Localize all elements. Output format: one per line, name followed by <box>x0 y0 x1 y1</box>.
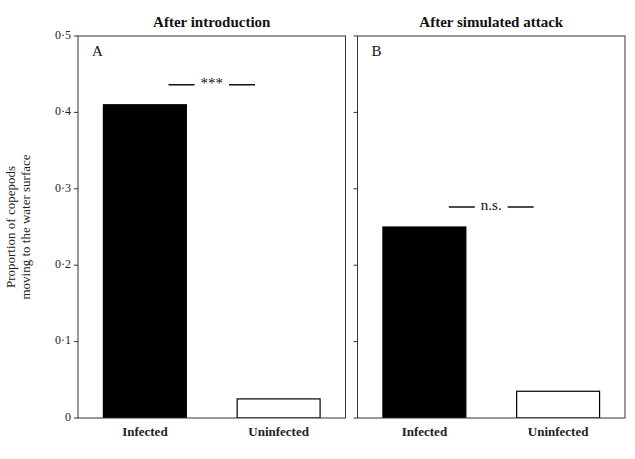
y-tick <box>74 188 78 189</box>
y-tick-label: 0·3 <box>55 181 71 195</box>
y-tick <box>354 112 358 113</box>
y-tick <box>74 265 78 266</box>
bar <box>383 227 466 418</box>
significance-dash <box>508 206 534 208</box>
panel-title: After introduction <box>153 14 271 30</box>
significance: n.s. <box>481 197 502 213</box>
chart: 0 0·1 0·2 0·3 0·4 0·5 Infected Uninfected After … <box>0 0 635 459</box>
bar <box>103 105 186 418</box>
x-tick-label: Infected <box>122 424 168 439</box>
y-tick <box>354 36 358 37</box>
x-tick-label: Infected <box>402 424 448 439</box>
bar <box>237 399 320 418</box>
bar <box>517 391 600 418</box>
y-tick <box>74 341 78 342</box>
y-tick-label: 0·5 <box>55 28 71 42</box>
plot-frame <box>78 36 346 418</box>
y-tick-label: 0·4 <box>55 104 71 118</box>
y-tick <box>74 36 78 37</box>
y-tick <box>74 418 78 419</box>
y-axis-label: Proportion of copepodsmoving to the wate… <box>3 154 33 299</box>
panel: 0 0·1 0·2 0·3 0·4 0·5 Infected Uninfected After … <box>3 14 346 439</box>
significance-dash <box>229 84 255 86</box>
y-tick <box>354 418 358 419</box>
y-tick-label: 0 <box>65 410 71 424</box>
plot-frame <box>358 36 626 418</box>
panel: Infected Uninfected After simulated attack… <box>354 14 626 439</box>
bars <box>103 105 320 418</box>
x-tick-label: Uninfected <box>248 424 309 439</box>
y-tick <box>354 265 358 266</box>
y-tick <box>354 341 358 342</box>
significance: *** <box>201 75 224 91</box>
panel-label: A <box>92 43 103 59</box>
panel-label: B <box>372 43 382 59</box>
y-tick-label: 0·1 <box>55 333 71 347</box>
significance-dash <box>449 206 475 208</box>
y-tick-label: 0·2 <box>55 257 71 271</box>
y-tick <box>354 188 358 189</box>
bars <box>383 227 600 418</box>
significance-dash <box>169 84 195 86</box>
x-tick-label: Uninfected <box>528 424 589 439</box>
y-tick <box>74 112 78 113</box>
panel-title: After simulated attack <box>419 14 564 30</box>
